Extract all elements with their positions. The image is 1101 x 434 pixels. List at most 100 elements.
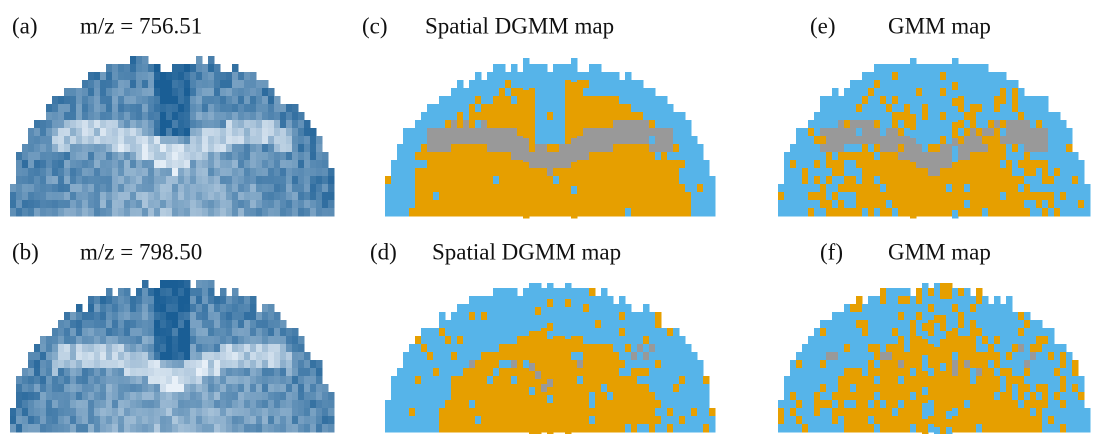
pixel: [643, 168, 650, 177]
pixel: [208, 192, 215, 201]
pixel: [880, 200, 887, 209]
pixel: [661, 344, 668, 353]
pixel: [220, 288, 227, 297]
pixel: [409, 144, 416, 153]
pixel: [172, 192, 179, 201]
pixel: [565, 64, 572, 73]
pixel: [928, 72, 935, 81]
pixel: [1012, 336, 1019, 345]
pixel: [1054, 152, 1061, 161]
pixel: [994, 320, 1001, 329]
pixel: [946, 184, 953, 193]
pixel: [64, 368, 71, 377]
pixel: [178, 208, 185, 217]
pixel: [1006, 424, 1013, 433]
pixel: [856, 384, 863, 393]
pixel: [118, 288, 125, 297]
pixel: [481, 384, 488, 393]
pixel: [565, 299, 572, 308]
pixel: [64, 160, 71, 169]
pixel: [964, 376, 971, 385]
pixel: [499, 368, 506, 377]
pixel: [874, 328, 881, 337]
pixel: [262, 368, 269, 377]
pixel: [1012, 200, 1019, 209]
pixel: [310, 152, 317, 161]
pixel: [607, 320, 614, 329]
pixel: [904, 400, 911, 409]
pixel: [202, 312, 209, 321]
pixel: [1000, 144, 1007, 153]
pixel: [1072, 360, 1079, 369]
pixel: [415, 160, 422, 169]
pixel: [934, 144, 941, 153]
pixel: [136, 320, 143, 329]
pixel: [814, 168, 821, 177]
pixel: [577, 152, 584, 161]
pixel: [868, 328, 875, 337]
pixel: [922, 315, 929, 324]
pixel: [517, 376, 524, 385]
pixel: [256, 352, 263, 361]
pixel: [403, 376, 410, 385]
pixel: [1054, 416, 1061, 425]
pixel: [100, 192, 107, 201]
pixel: [535, 72, 542, 81]
pixel: [862, 72, 869, 81]
pixel: [505, 400, 512, 409]
pixel: [844, 360, 851, 369]
pixel: [112, 160, 119, 169]
pixel: [244, 368, 251, 377]
pixel: [316, 360, 323, 369]
pixel: [1036, 384, 1043, 393]
pixel: [220, 96, 227, 105]
pixel: [487, 344, 494, 353]
pixel: [958, 192, 965, 201]
pixel: [916, 144, 923, 153]
pixel: [1030, 208, 1037, 217]
pixel: [40, 208, 47, 217]
pixel: [220, 400, 227, 409]
pixel: [232, 336, 239, 345]
pixel: [577, 352, 584, 361]
pixel: [934, 355, 941, 364]
pixel: [142, 192, 149, 201]
pixel: [16, 384, 23, 393]
pixel: [403, 152, 410, 161]
pixel: [256, 120, 263, 129]
pixel: [118, 344, 125, 353]
pixel: [970, 416, 977, 425]
pixel: [559, 320, 566, 329]
pixel: [94, 184, 101, 193]
pixel: [802, 152, 809, 161]
pixel: [571, 344, 578, 353]
pixel: [142, 208, 149, 217]
pixel: [88, 112, 95, 121]
pixel: [862, 128, 869, 137]
pixel: [523, 82, 530, 91]
pixel: [547, 419, 554, 428]
panel-label: (a): [12, 13, 38, 38]
pixel: [244, 360, 251, 369]
pixel: [691, 424, 698, 433]
pixel: [844, 200, 851, 209]
pixel: [808, 184, 815, 193]
pixel: [844, 152, 851, 161]
pixel: [850, 112, 857, 121]
pixel: [886, 136, 893, 145]
pixel: [463, 352, 470, 361]
pixel: [1042, 344, 1049, 353]
pixel: [571, 392, 578, 401]
pixel: [409, 384, 416, 393]
pixel: [571, 384, 578, 393]
pixel: [487, 400, 494, 409]
pixel: [64, 88, 71, 97]
pixel: [988, 144, 995, 153]
pixel: [76, 352, 83, 361]
pixel: [892, 328, 899, 337]
pixel: [976, 128, 983, 137]
pixel: [190, 288, 197, 297]
pixel: [94, 96, 101, 105]
pixel: [130, 88, 137, 97]
pixel: [559, 312, 566, 321]
